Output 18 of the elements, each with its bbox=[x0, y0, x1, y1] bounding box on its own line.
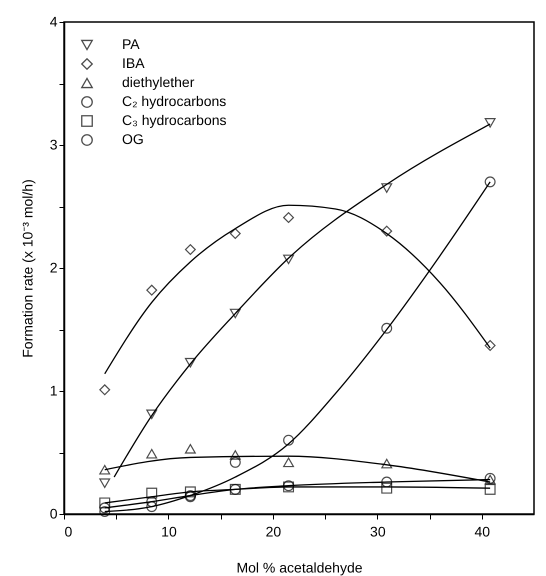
y-tick-label: 2 bbox=[50, 260, 58, 276]
legend-label: diethylether bbox=[122, 74, 195, 90]
x-tick-label: 20 bbox=[266, 524, 282, 540]
legend-label: IBA bbox=[122, 55, 146, 71]
x-tick-label: 10 bbox=[161, 524, 177, 540]
y-tick-label: 4 bbox=[50, 14, 58, 30]
legend-label: PA bbox=[122, 36, 140, 52]
legend-label: C₃ hydrocarbons bbox=[122, 112, 227, 128]
y-tick-label: 3 bbox=[50, 136, 58, 152]
y-tick-label: 1 bbox=[50, 382, 58, 398]
legend-label: OG bbox=[122, 131, 144, 147]
x-tick-label: 30 bbox=[370, 524, 386, 540]
y-axis-title: Formation rate (x 10⁻³ mol/h) bbox=[20, 179, 36, 358]
x-tick-label: 0 bbox=[64, 524, 72, 540]
x-axis-title: Mol % acetaldehyde bbox=[236, 560, 363, 576]
x-tick-label: 40 bbox=[474, 524, 490, 540]
legend-label: C₂ hydrocarbons bbox=[122, 93, 226, 109]
y-tick-label: 0 bbox=[50, 506, 58, 522]
